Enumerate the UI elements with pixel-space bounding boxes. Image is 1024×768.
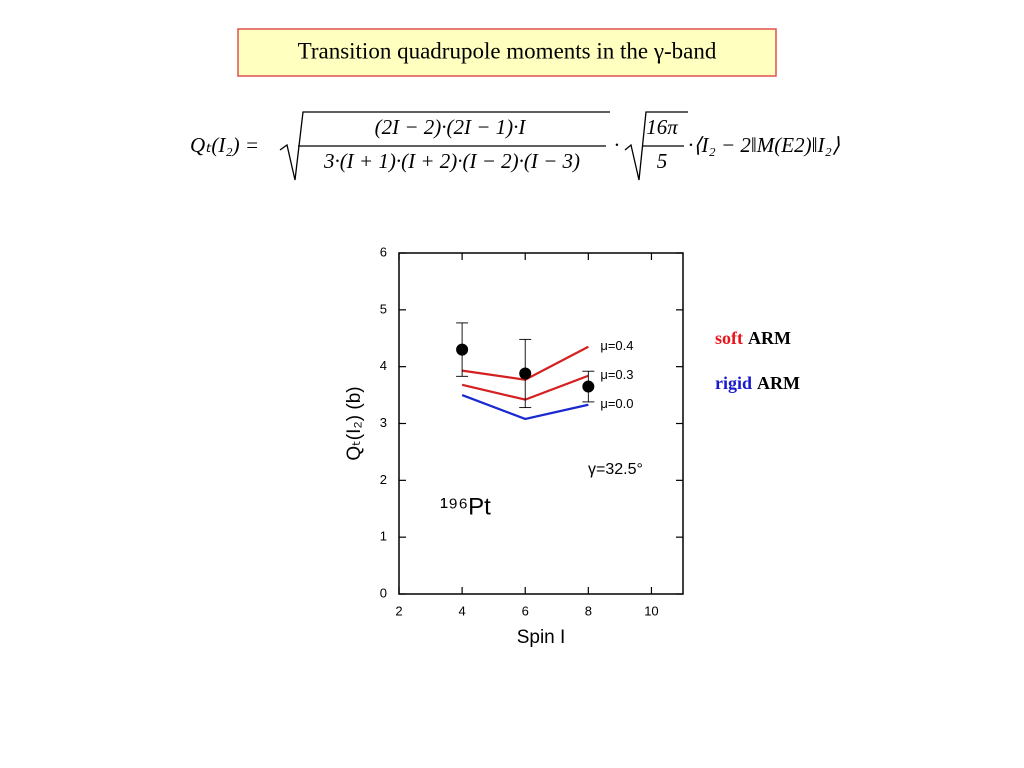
model-suffix: ARM	[757, 373, 800, 393]
radical	[279, 111, 610, 181]
x-tick-label: 6	[522, 603, 529, 618]
data-point	[456, 343, 469, 356]
model-name: soft	[715, 328, 743, 348]
model-label: rigid ARM	[715, 373, 800, 393]
formula-lhs: Qₜ(I₂) =	[190, 133, 259, 157]
y-tick-label: 0	[380, 585, 387, 600]
formula-matrix-element: ·⟨I₂ − 2‖M(E2)‖I₂⟩	[688, 133, 840, 157]
y-tick-label: 1	[380, 529, 387, 544]
x-tick-label: 10	[644, 603, 658, 618]
series-label: μ=0.3	[600, 367, 633, 382]
x-tick-label: 2	[395, 603, 402, 618]
formula-numerator-2: 16π	[646, 115, 678, 139]
y-tick-label: 3	[380, 415, 387, 430]
title-box	[237, 28, 777, 77]
model-suffix: ARM	[748, 328, 791, 348]
formula-numerator: (2I − 2)·(2I − 1)·I	[375, 115, 527, 139]
formula-denominator: 3·(I + 1)·(I + 2)·(I − 2)·(I − 3)	[323, 149, 580, 173]
series-label: μ=0.4	[600, 338, 633, 353]
series-label: μ=0.0	[600, 396, 633, 411]
y-axis-label: Qₜ(I₂) (b)	[344, 386, 365, 460]
formula-denominator-2: 5	[657, 149, 668, 173]
radical	[624, 111, 688, 181]
data-point	[519, 367, 532, 380]
plot-frame	[398, 252, 684, 595]
model-name: rigid	[715, 373, 752, 393]
chart: 2 4 6 8 10 0 1 2 3 4 5 6 Spin I Qₜ(I₂) (b) μ=0.4 μ=0.3 μ…	[344, 244, 684, 648]
annotation: ¹⁹⁶Pt	[440, 493, 491, 520]
x-axis-label: Spin I	[517, 627, 566, 648]
x-tick-label: 8	[585, 603, 592, 618]
annotation: γ=32.5°	[588, 461, 643, 478]
y-tick-label: 4	[380, 358, 387, 373]
data-point	[582, 380, 595, 393]
y-tick-label: 5	[380, 301, 387, 316]
formula: Qₜ(I₂) = (2I − 2)·(2I − 1)·I 3·(I + 1)·(…	[190, 111, 840, 181]
model-label: soft ARM	[715, 328, 791, 348]
y-tick-label: 6	[380, 244, 387, 259]
slide-title: Transition quadrupole moments in the γ-b…	[298, 38, 717, 63]
series-line	[461, 394, 589, 421]
y-tick-label: 2	[380, 472, 387, 487]
formula-dot: ·	[614, 133, 619, 157]
x-tick-label: 4	[458, 603, 465, 618]
